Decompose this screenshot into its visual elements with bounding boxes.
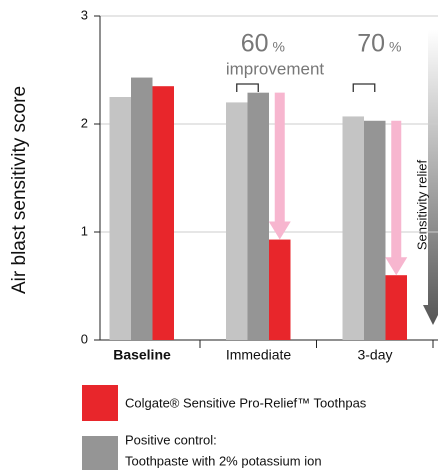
bracket <box>352 83 376 92</box>
relief-label: Sensitivity relief <box>414 159 429 250</box>
y-axis-label: Air blast sensitivity score <box>9 86 30 294</box>
y-tick-label: 3 <box>81 7 88 22</box>
annotation-unit: % <box>389 39 401 55</box>
bar <box>247 92 269 341</box>
bar <box>226 102 248 341</box>
improvement-label: improvement <box>226 59 325 78</box>
x-tick-label: Baseline <box>113 347 171 363</box>
annotation-value: 60 <box>241 30 269 58</box>
y-tick-label: 2 <box>81 115 88 130</box>
improvement-arrow <box>385 120 408 276</box>
improvement-arrow <box>268 92 291 240</box>
bracket <box>236 83 259 92</box>
legend-label: Colgate® Sensitive Pro-Relief™ Toothpas <box>125 395 367 410</box>
bar <box>385 275 407 340</box>
y-tick-label: 1 <box>81 223 88 238</box>
annotation-unit: % <box>273 39 285 55</box>
relief-arrow <box>423 30 438 325</box>
x-tick-label: 3-day <box>357 347 392 363</box>
x-tick-label: Immediate <box>226 347 292 363</box>
bar <box>152 86 174 340</box>
bar <box>109 97 131 340</box>
bar <box>342 116 364 340</box>
y-tick-label: 0 <box>81 331 88 346</box>
bar <box>364 120 386 340</box>
legend-description: Toothpaste with 2% potassium ion <box>125 453 322 468</box>
bar <box>131 77 153 340</box>
annotation-value: 70 <box>357 30 385 58</box>
legend-swatch <box>82 385 118 421</box>
legend-label: Positive control: <box>125 432 217 447</box>
legend-swatch <box>82 436 118 470</box>
bar <box>269 239 291 340</box>
